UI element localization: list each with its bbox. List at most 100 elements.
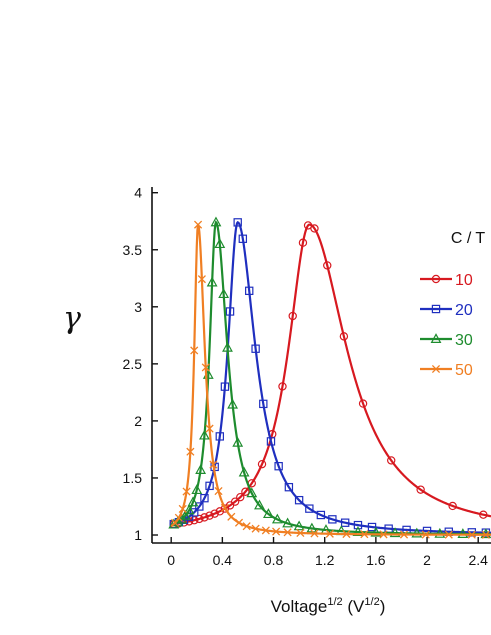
x-tick-label: 0.4: [213, 552, 233, 568]
series-line-30: [170, 220, 491, 536]
data-point-20: [190, 508, 199, 517]
data-point-50: [190, 346, 199, 355]
data-point-10: [210, 509, 219, 518]
data-point-30: [187, 496, 199, 507]
data-point-20: [238, 234, 248, 243]
data-point-30: [370, 526, 382, 537]
data-point-50: [220, 503, 229, 512]
x-axis-label-unit-close: ): [380, 597, 386, 616]
data-point-20: [259, 399, 268, 409]
y-tick-label: 1.5: [123, 470, 143, 486]
data-point-20: [467, 528, 477, 537]
data-point-10: [200, 513, 209, 522]
data-point-20: [251, 344, 260, 353]
data-point-20: [328, 515, 337, 524]
data-point-50: [399, 530, 409, 539]
series-line-20: [170, 221, 491, 534]
data-point-50: [197, 275, 206, 284]
legend-item-30: 30: [420, 332, 473, 349]
data-point-10: [257, 459, 267, 469]
x-tick-label: 1.6: [366, 552, 386, 568]
legend: C / T 10 20 30 50: [420, 230, 485, 379]
data-point-10: [339, 332, 349, 341]
series-layer: [168, 216, 491, 539]
legend-title: C / T: [451, 230, 486, 247]
x-axis-label-unit-open: (V: [343, 597, 365, 616]
data-point-20: [205, 481, 214, 491]
series-line-50: [170, 224, 491, 536]
data-point-20: [353, 520, 363, 530]
legend-item-50: 50: [420, 362, 473, 379]
data-point-30: [222, 341, 233, 352]
data-point-50: [227, 512, 236, 521]
data-point-50: [444, 530, 453, 539]
data-point-30: [254, 499, 265, 510]
legend-marker: [431, 304, 441, 314]
data-point-20: [367, 522, 377, 532]
y-tick-label: 2.5: [123, 356, 143, 372]
data-point-50: [296, 528, 305, 538]
legend-marker: [431, 274, 441, 284]
data-point-30: [183, 504, 195, 515]
data-point-10: [479, 510, 488, 519]
data-point-30: [195, 464, 207, 474]
data-point-30: [262, 508, 274, 519]
data-point-20: [220, 382, 230, 391]
y-axis-label: γ: [63, 301, 81, 336]
data-point-30: [227, 398, 239, 409]
x-tick-label: 0: [167, 552, 175, 568]
data-point-10: [416, 485, 425, 494]
y-tick-label: 1: [134, 527, 142, 543]
y-tick-label: 3: [134, 299, 142, 315]
data-point-50: [209, 460, 218, 469]
data-point-50: [205, 424, 214, 433]
data-point-10: [236, 492, 245, 502]
data-point-30: [191, 484, 203, 495]
legend-label: 20: [455, 302, 473, 319]
data-point-30: [480, 528, 491, 539]
data-point-50: [360, 530, 369, 539]
data-point-50: [186, 447, 195, 456]
data-point-10: [387, 456, 396, 465]
x-axis-label-sup: 1/2: [327, 596, 342, 608]
axes: 0 0.4 0.8 1.2 1.6 2 2.4 1 1.5 2 2.5 3 3.5 4: [123, 185, 491, 568]
data-point-50: [467, 530, 476, 539]
data-point-50: [272, 527, 281, 536]
data-point-50: [379, 530, 388, 539]
data-point-30: [352, 526, 364, 536]
series-10: [169, 221, 491, 529]
series-line-10: [171, 223, 491, 526]
data-point-50: [234, 518, 244, 527]
data-point-30: [246, 487, 258, 498]
data-point-50: [182, 487, 191, 496]
data-point-20: [233, 218, 242, 227]
data-point-50: [283, 528, 292, 537]
data-point-20: [274, 461, 283, 471]
data-point-30: [306, 522, 318, 533]
data-point-50: [310, 529, 319, 538]
data-point-20: [316, 510, 326, 520]
data-point-50: [481, 530, 490, 539]
data-point-20: [305, 504, 314, 513]
data-point-20: [195, 502, 204, 511]
data-point-30: [238, 466, 250, 477]
y-tick-label: 2: [134, 413, 142, 429]
x-axis-label: Voltage1/2 (V1/2): [271, 596, 386, 616]
data-point-10: [448, 501, 457, 511]
data-point-10: [205, 511, 214, 520]
data-point-10: [215, 507, 224, 516]
legend-marker: [431, 364, 441, 374]
data-point-30: [210, 216, 222, 227]
x-tick-label: 2: [423, 552, 431, 568]
x-tick-label: 1.2: [315, 552, 335, 568]
data-point-50: [242, 522, 251, 531]
data-point-30: [434, 527, 446, 538]
y-tick-label: 3.5: [123, 242, 143, 258]
data-point-30: [282, 517, 294, 528]
data-point-30: [206, 276, 218, 287]
data-point-50: [325, 529, 334, 538]
data-point-10: [288, 311, 297, 321]
data-point-50: [193, 220, 203, 229]
data-point-30: [457, 528, 469, 539]
